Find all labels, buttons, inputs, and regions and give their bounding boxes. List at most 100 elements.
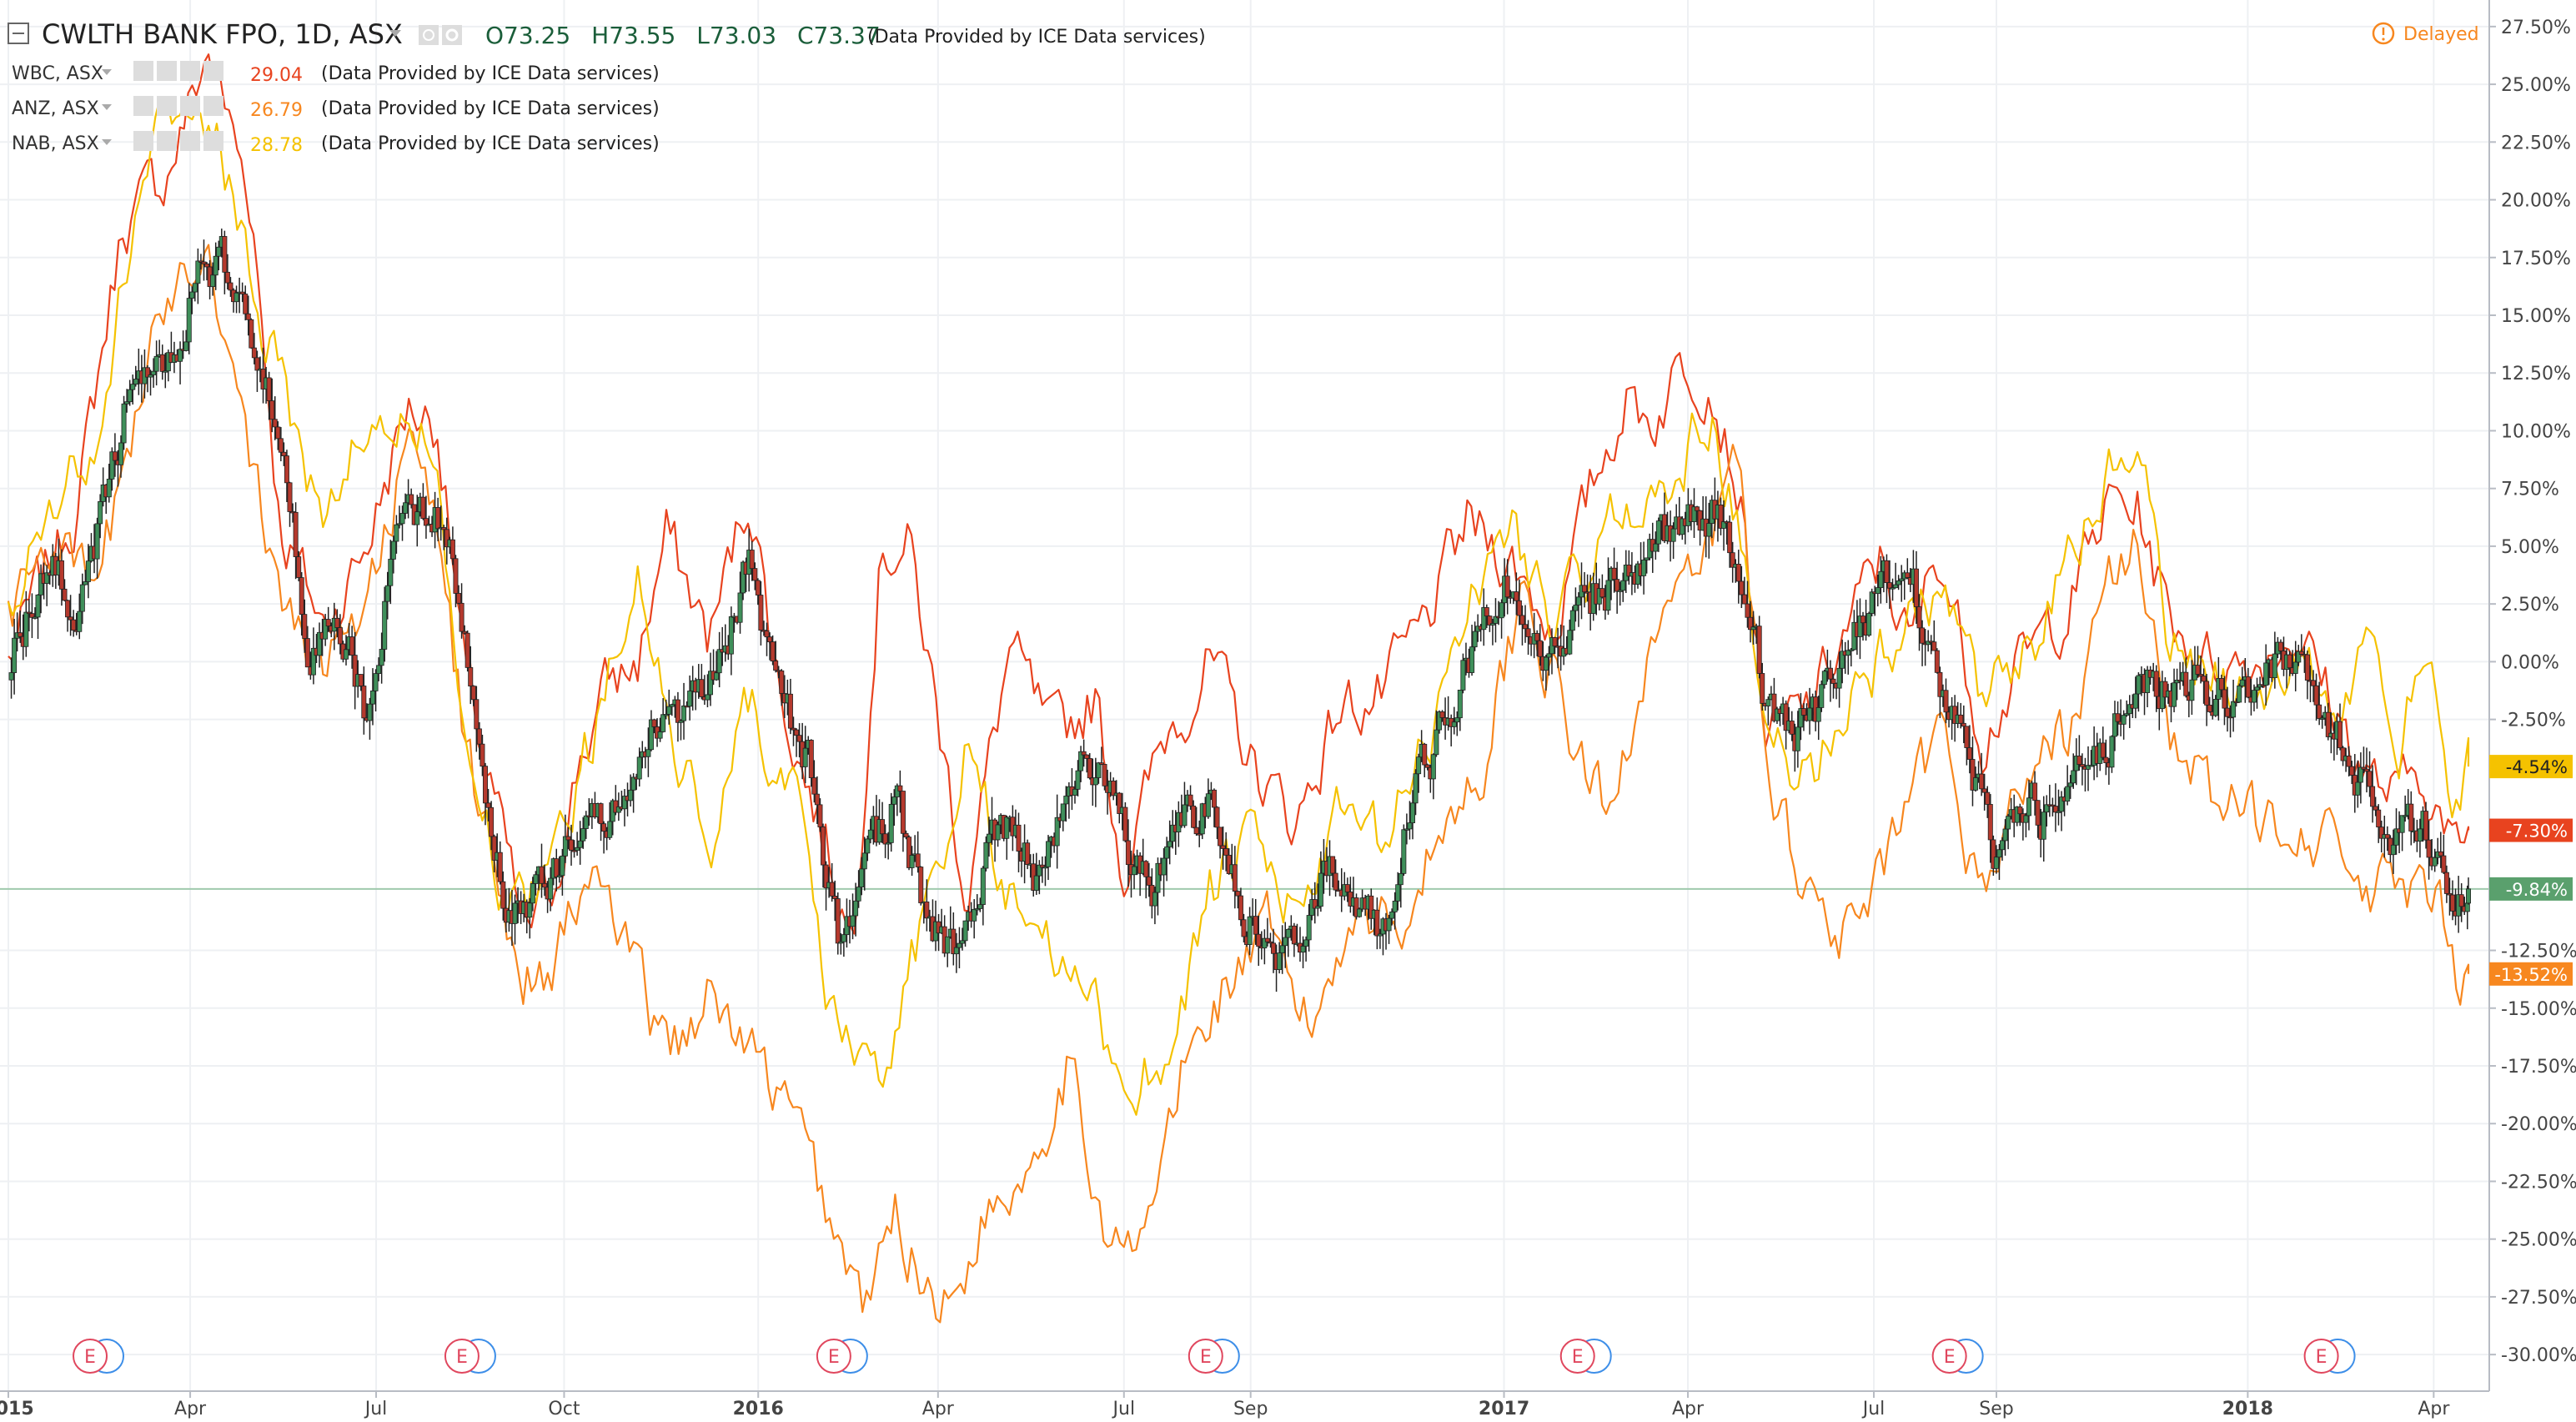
candle-body: [1398, 872, 1403, 886]
candle-body: [758, 595, 764, 631]
earnings-marker[interactable]: [2303, 1339, 2339, 1374]
candle-body: [2423, 811, 2429, 841]
y-tick-label: 25.00%: [2501, 75, 2571, 96]
candle-body: [474, 699, 480, 730]
close-icon[interactable]: [203, 96, 223, 116]
candle-body: [802, 747, 808, 767]
candle-body: [808, 740, 814, 779]
candle-body: [687, 691, 693, 707]
candle-body: [358, 674, 364, 686]
compare-symbol-3[interactable]: NAB, ASX: [12, 133, 99, 154]
eye-icon[interactable]: [133, 131, 153, 151]
last-value-badge: [2489, 877, 2573, 901]
candle-body: [1152, 892, 1157, 907]
candle-body: [44, 572, 50, 584]
y-tick-label: 15.00%: [2501, 306, 2571, 327]
earnings-marker[interactable]: [1559, 1339, 1595, 1374]
compare-symbol-1[interactable]: WBC, ASX: [12, 63, 103, 84]
close-icon[interactable]: [203, 131, 223, 151]
candle-body: [530, 883, 535, 904]
candle-body: [554, 858, 560, 877]
candle-body: [1800, 708, 1806, 716]
candle-body: [1735, 564, 1741, 582]
settings-icon[interactable]: [157, 96, 177, 116]
candle-body: [1167, 841, 1173, 847]
candle-body: [32, 616, 38, 619]
candle-body: [556, 875, 562, 877]
y-tick-label: -30.00%: [2501, 1345, 2576, 1366]
candle-body: [1937, 671, 1943, 697]
candle-body: [233, 292, 239, 303]
candle-body: [764, 631, 770, 638]
candle-body: [1025, 842, 1031, 865]
earnings-marker[interactable]: [1188, 1339, 1223, 1374]
candle-body: [1238, 895, 1243, 921]
candle-body: [598, 803, 604, 825]
delayed-label[interactable]: Delayed: [2403, 24, 2479, 45]
candle-body: [2363, 768, 2369, 772]
x-tick-label: 2015: [0, 1399, 34, 1419]
candle-body: [1614, 579, 1620, 592]
candle-body: [349, 636, 355, 656]
candle-body: [972, 908, 977, 922]
candle-body: [2349, 766, 2355, 776]
candle-body: [1220, 845, 1226, 849]
chevron-down-icon[interactable]: [102, 139, 112, 145]
candle-body: [1745, 603, 1750, 618]
eye-icon[interactable]: [133, 61, 153, 81]
candle-body: [384, 585, 390, 602]
candle-body: [1741, 594, 1747, 605]
move-icon[interactable]: [180, 61, 200, 81]
main-symbol-title[interactable]: CWLTH BANK FPO, 1D, ASX: [42, 18, 403, 50]
earnings-marker[interactable]: [816, 1339, 851, 1374]
chevron-down-icon[interactable]: [102, 69, 112, 75]
candle-body: [1655, 520, 1661, 545]
candle-body: [2109, 736, 2115, 768]
candle-body: [153, 355, 159, 372]
candle-body: [850, 915, 856, 927]
series-line-anz: [7, 244, 2470, 1324]
candle-body: [1807, 707, 1813, 721]
move-icon[interactable]: [180, 96, 200, 116]
earnings-marker[interactable]: [444, 1339, 480, 1374]
candle-body: [2441, 855, 2447, 873]
candle-body: [1750, 626, 1756, 631]
earnings-marker[interactable]: [1931, 1339, 1967, 1374]
candle-body: [1575, 596, 1581, 605]
eye-icon[interactable]: [133, 96, 153, 116]
candle-body: [464, 632, 470, 668]
earnings-marker[interactable]: [73, 1339, 108, 1374]
candle-body: [829, 882, 835, 897]
settings-icon[interactable]: [442, 25, 462, 45]
candle-body: [2153, 671, 2159, 697]
candle-body: [1300, 946, 1306, 953]
candle-body: [953, 947, 959, 955]
candle-body: [1046, 841, 1052, 867]
candle-body: [983, 842, 989, 869]
compare-symbol-2[interactable]: ANZ, ASX: [12, 98, 99, 119]
settings-icon[interactable]: [157, 61, 177, 81]
delayed-icon[interactable]: [2372, 22, 2395, 45]
candle-body: [2325, 711, 2331, 737]
candle-body: [204, 263, 210, 268]
candle-body: [1306, 915, 1312, 941]
candle-body: [1489, 623, 1495, 626]
candle-body: [2002, 828, 2008, 842]
candle-layer: [8, 229, 2471, 992]
candle-body: [1054, 817, 1060, 847]
candle-body: [323, 619, 329, 640]
close-icon[interactable]: [203, 61, 223, 81]
candle-body: [278, 438, 284, 453]
candle-body: [1789, 721, 1795, 735]
candle-body: [1117, 792, 1122, 814]
candle-body: [741, 561, 746, 594]
chevron-down-icon[interactable]: [102, 104, 112, 110]
move-icon[interactable]: [180, 131, 200, 151]
settings-icon[interactable]: [157, 131, 177, 151]
candle-body: [1523, 624, 1529, 630]
chevron-down-icon[interactable]: [389, 30, 401, 37]
candle-body: [1218, 827, 1223, 847]
candle-body: [1146, 876, 1152, 886]
eye-icon[interactable]: [419, 25, 439, 45]
